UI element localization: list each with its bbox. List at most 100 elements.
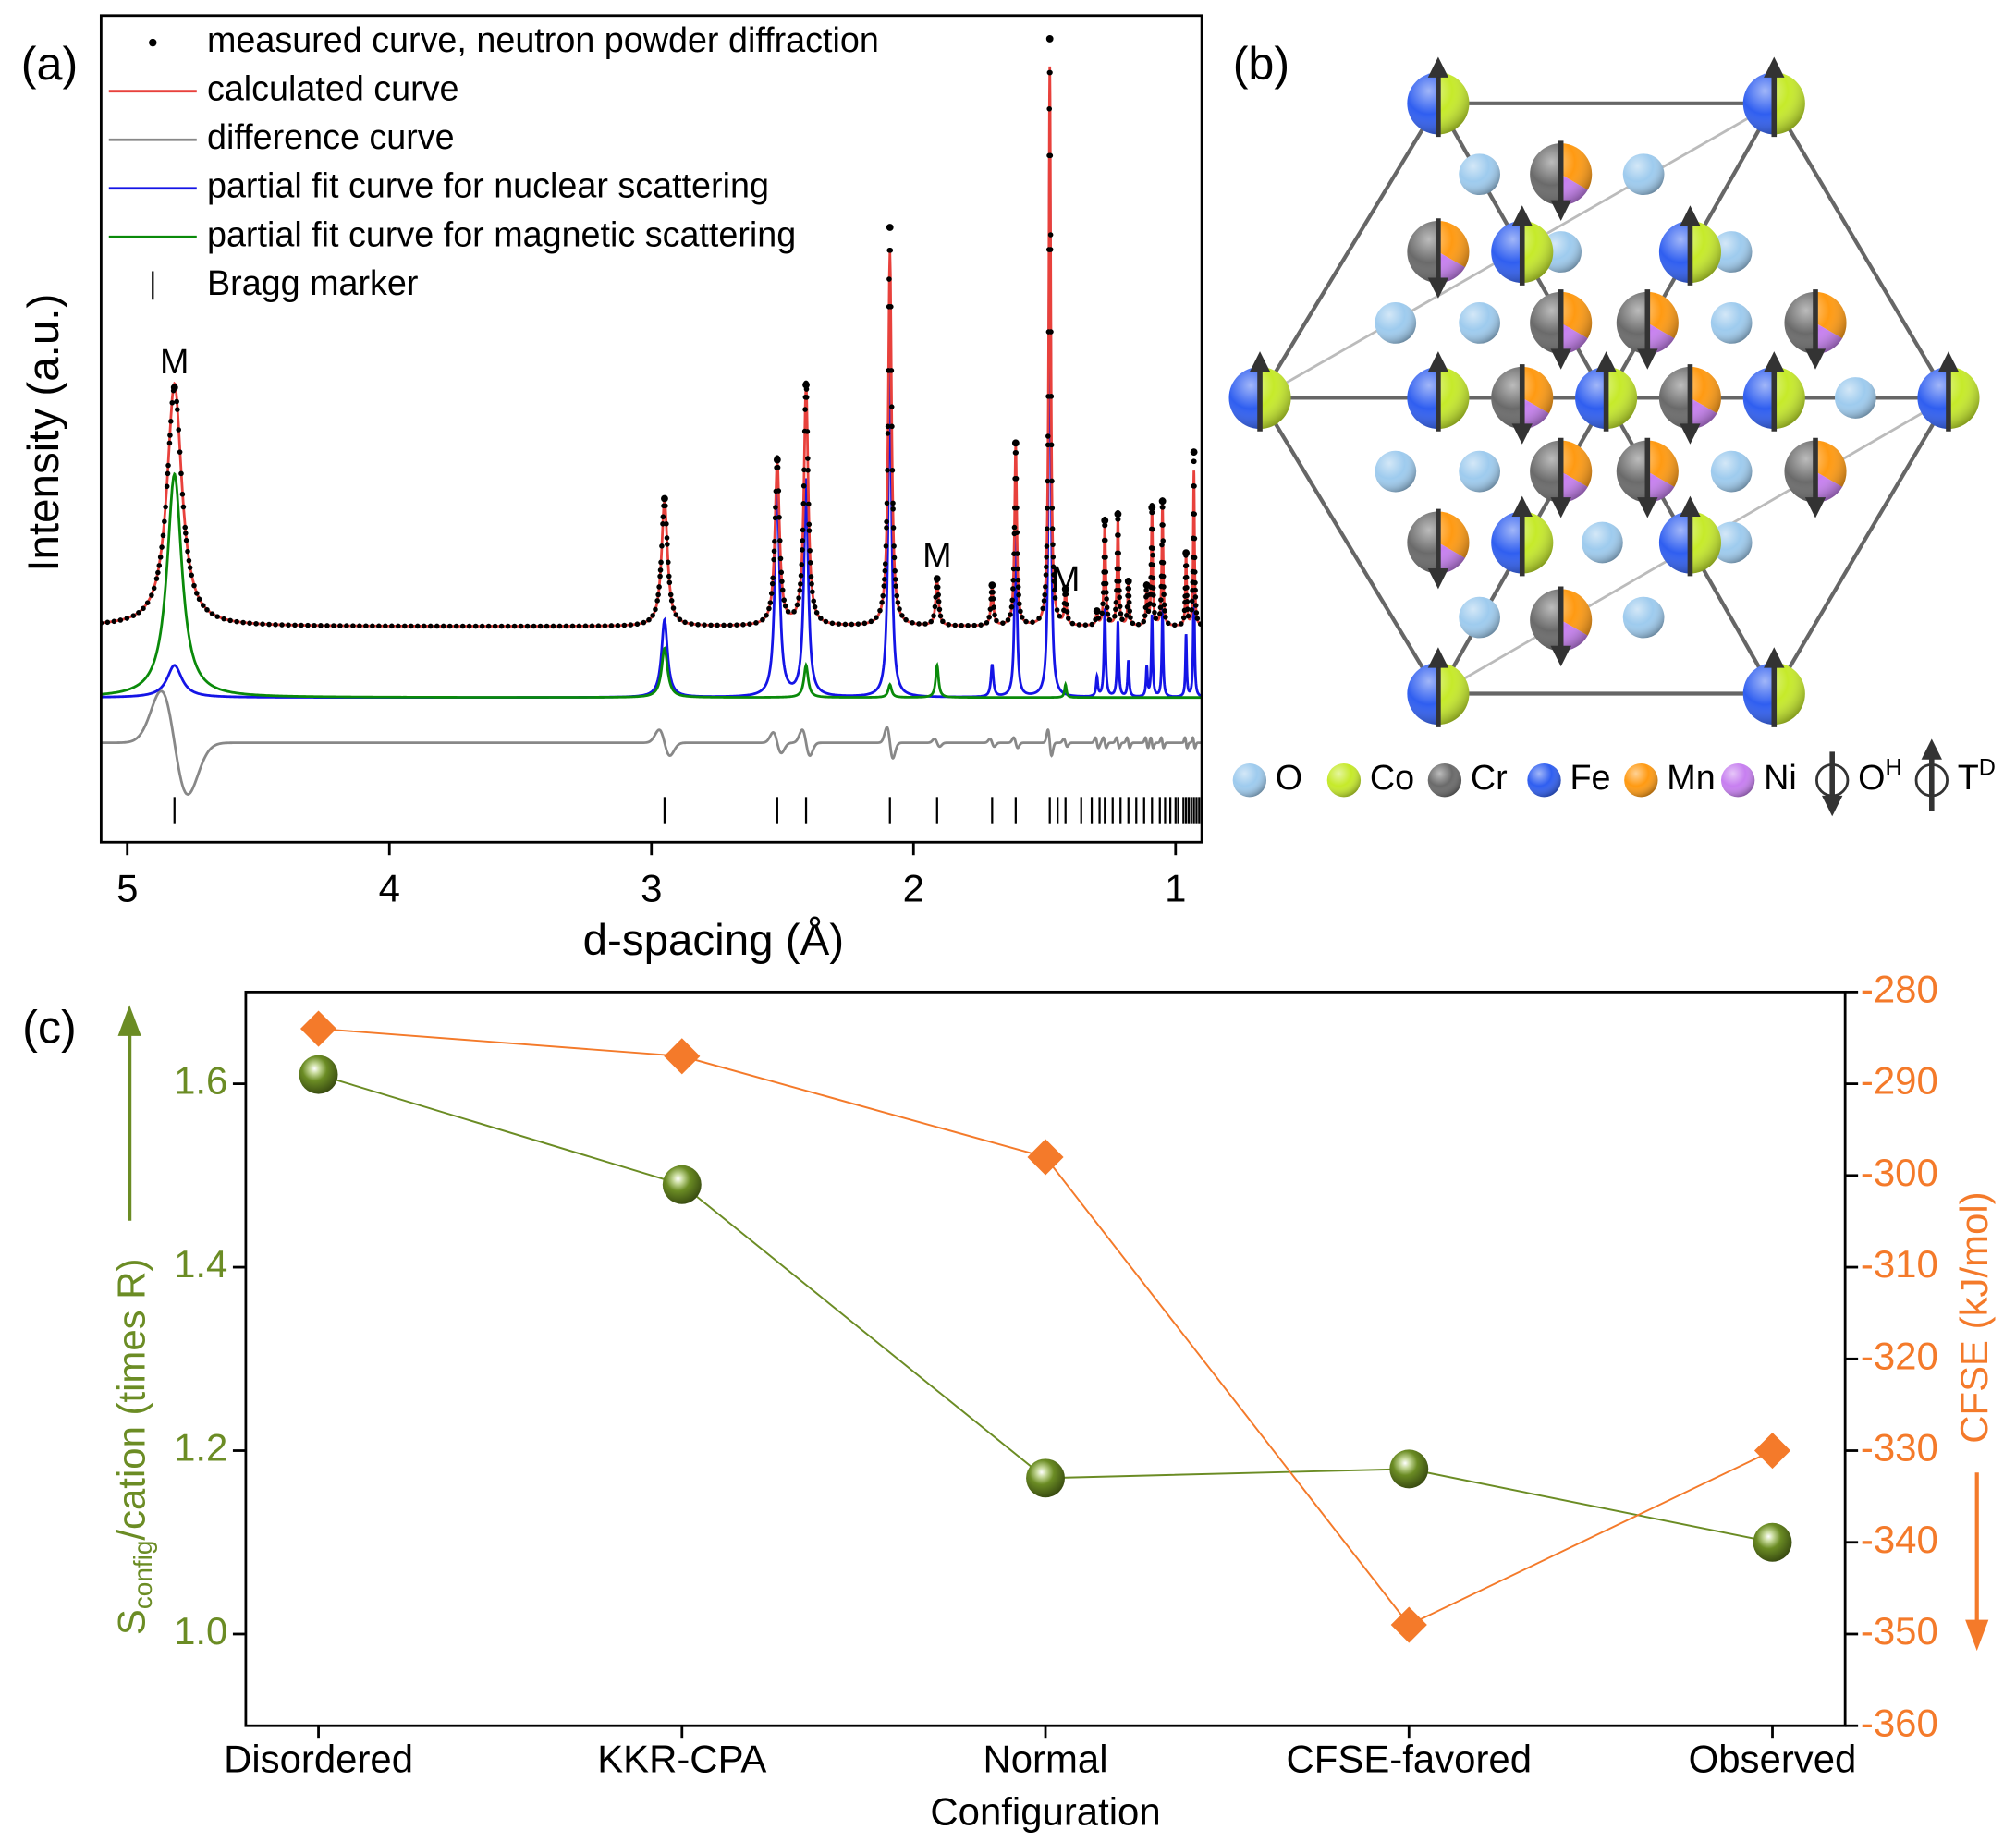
measured-point	[1101, 517, 1109, 525]
spin-arrow-head	[1637, 348, 1658, 370]
measured-point	[1182, 549, 1191, 557]
spin-arrow-head	[1511, 205, 1533, 226]
spin-arrow-head	[1764, 351, 1785, 372]
legend-label: Bragg marker	[207, 263, 419, 302]
atom-shade	[1375, 302, 1417, 344]
label-sub: config	[128, 1541, 157, 1610]
spin-arrow-head	[1921, 738, 1942, 760]
y2-axis-label: CFSE (kJ/mol)	[1952, 1191, 1996, 1443]
atom-shade	[1459, 153, 1500, 196]
diamond-marker	[299, 1010, 337, 1047]
legend-label: partial fit curve for nuclear scattering	[207, 166, 769, 205]
plot-frame	[244, 990, 1847, 1727]
annotation: M	[922, 536, 951, 575]
legend-label: Cr	[1471, 758, 1508, 797]
spin-arrow-head	[1550, 645, 1571, 667]
atom-shade	[1459, 596, 1500, 639]
atom-shade	[1710, 302, 1753, 344]
x-axis-label: Configuration	[930, 1790, 1160, 1834]
x-axis-label: d-spacing (Å)	[583, 916, 844, 965]
atom-shade	[1622, 153, 1665, 196]
spin-arrow-head	[1550, 200, 1571, 221]
spin-arrow-head	[1511, 495, 1533, 518]
x-tick-label: 3	[641, 866, 662, 909]
curve	[101, 471, 1203, 700]
x-tick-label: 5	[116, 866, 138, 909]
plot-frame	[99, 14, 1203, 844]
diamond-marker	[1027, 1139, 1064, 1176]
structure-diagram: O Co Cr Fe Mn Ni OH TD	[1228, 56, 1996, 817]
atom-shade	[1582, 521, 1623, 564]
label-sup: H	[1885, 754, 1901, 780]
spin-arrow-head	[1637, 497, 1658, 518]
legend-label: Mn	[1667, 758, 1715, 797]
y2-tick-label: -350	[1861, 1609, 1938, 1653]
measured-point	[802, 381, 810, 389]
y2-tick-label: -340	[1861, 1518, 1938, 1561]
annotation: M	[160, 342, 189, 381]
measured-point	[1142, 581, 1151, 590]
sphere-marker	[1026, 1458, 1065, 1498]
spin-arrow-head	[1427, 277, 1449, 299]
label-sup: D	[1979, 754, 1996, 780]
spin-arrow-head	[1511, 423, 1533, 445]
legend-label: calculated curve	[207, 69, 459, 108]
y2-tick-label: -280	[1861, 967, 1938, 1010]
y2-tick-label: -320	[1861, 1334, 1938, 1377]
spin-arrow-head	[1550, 348, 1571, 370]
measured-point	[1093, 607, 1101, 615]
spin-arrow-head	[1680, 495, 1701, 518]
axis-arrow-head	[117, 1005, 141, 1036]
spin-arrow-head	[1427, 647, 1449, 668]
legend-symbol	[149, 38, 157, 47]
atom-shade	[1710, 231, 1753, 273]
x-tick-label: 1	[1165, 866, 1186, 909]
measured-point	[1190, 448, 1198, 457]
spin-arrow-head	[1595, 351, 1617, 372]
legend-label: partial fit curve for magnetic scatterin…	[207, 214, 796, 253]
measured-point	[1011, 439, 1020, 447]
label-part: O	[1858, 758, 1885, 797]
legend-label: measured curve, neutron powder diffracti…	[207, 20, 879, 59]
measured-point	[1124, 578, 1132, 585]
spin-arrow-head	[1550, 497, 1571, 518]
measured-point	[1158, 497, 1167, 506]
atom-shade	[1459, 450, 1500, 493]
atom-shade	[1622, 596, 1665, 639]
atom-shade	[1459, 302, 1500, 344]
x-tick-label: Observed	[1689, 1737, 1857, 1780]
plot-area	[101, 35, 1203, 796]
spin-arrow-head	[1804, 348, 1827, 370]
legend-label: difference curve	[207, 117, 455, 156]
atom-shade	[1375, 450, 1417, 493]
panel-c: 1.0 1.2 1.4 1.6 -280 -290 -300 -310 -320 -330 -340…	[174, 967, 1938, 1780]
measured-point	[773, 456, 781, 464]
measured-point	[1045, 35, 1054, 43]
measured-point	[1148, 504, 1156, 512]
label-part: /cation (times R)	[110, 1259, 153, 1541]
measured-point	[1061, 585, 1069, 593]
spin-arrow-head	[1249, 351, 1271, 372]
atom-shade	[1232, 762, 1267, 798]
y2-tick-label: -300	[1861, 1151, 1938, 1194]
legend-label: Co	[1370, 758, 1414, 797]
y2-tick-label: -290	[1861, 1059, 1938, 1103]
spin-arrow-head	[1804, 497, 1827, 518]
measured-point	[988, 581, 996, 590]
atom-shade	[1624, 762, 1658, 798]
legend-label: O	[1276, 758, 1302, 797]
atom-shade	[1710, 450, 1753, 493]
atom-shade	[1834, 377, 1876, 419]
diamond-marker	[1390, 1606, 1427, 1643]
x-tick-label: 2	[903, 866, 924, 909]
spin-arrow-head	[1427, 351, 1449, 372]
x-tick-label: 4	[379, 866, 400, 909]
diamond-marker	[664, 1038, 701, 1075]
y2-tick-label: -360	[1861, 1701, 1938, 1744]
y-axis-label: Sconfig/cation (times R)	[110, 1259, 157, 1636]
sphere-marker	[662, 1165, 702, 1204]
spin-arrow-head	[1427, 56, 1449, 78]
annotation: M	[1051, 559, 1080, 598]
